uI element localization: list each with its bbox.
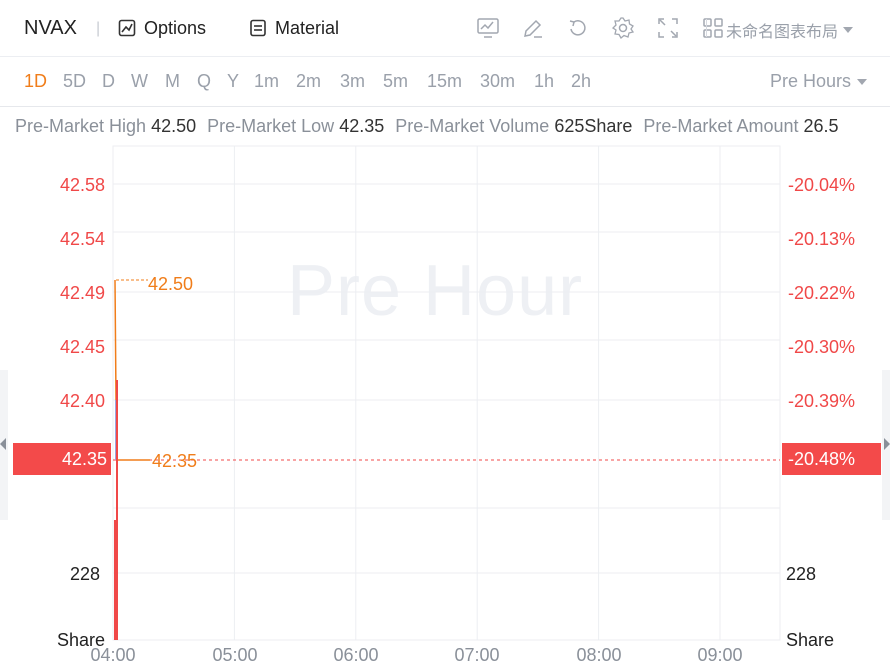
period-tabs: 1D 5D D W M Q Y 1m 2m 3m 5m 15m 30m 1h 2…: [0, 56, 890, 107]
period-tab-y[interactable]: Y: [227, 71, 240, 91]
y-tick-right: -20.13%: [788, 229, 856, 249]
y-tick-right: -20.04%: [788, 175, 856, 195]
scroll-left-icon[interactable]: [0, 438, 6, 450]
material-button[interactable]: Material: [249, 14, 339, 42]
high-value: 42.50: [151, 116, 197, 136]
pre-market-info: Pre-Market High 42.50 Pre-Market Low 42.…: [15, 116, 845, 137]
volume-tick-right: 228: [786, 564, 817, 584]
volume-label: Pre-Market Volume: [395, 116, 550, 136]
scroll-right-icon[interactable]: [884, 438, 890, 450]
amount-value: 26.5: [803, 116, 839, 136]
current-price-tag: 42.35: [13, 443, 111, 475]
divider: [706, 19, 707, 37]
x-tick: 04:00: [90, 645, 136, 665]
volume-unit-right: Share: [786, 630, 835, 650]
amount-label: Pre-Market Amount: [643, 116, 799, 136]
edit-icon[interactable]: [521, 16, 545, 40]
y-tick-left: 42.40: [59, 391, 105, 411]
y-tick-left: 42.49: [59, 283, 105, 303]
y-tick-left: 42.45: [59, 337, 105, 357]
low-annotation: 42.35: [152, 451, 198, 471]
volume-bar: [114, 520, 116, 640]
price-chart[interactable]: [0, 140, 890, 650]
settings-icon[interactable]: [611, 16, 635, 40]
y-tick-left: 42.58: [59, 175, 105, 195]
period-tab-5m[interactable]: 5m: [383, 71, 409, 91]
y-tick-right: -20.39%: [788, 391, 856, 411]
period-tab-30m[interactable]: 30m: [480, 71, 516, 91]
y-tick-left: 42.54: [59, 229, 105, 249]
chevron-down-icon: [843, 27, 854, 33]
session-selector[interactable]: Pre Hours: [770, 71, 868, 92]
x-tick: 06:00: [333, 645, 379, 665]
divider: |: [96, 20, 101, 37]
volume-tick-left: 228: [70, 564, 101, 584]
layout-selector[interactable]: 未命名图表布局: [726, 18, 854, 42]
current-change-tag: -20.48%: [782, 443, 881, 475]
period-tab-1d[interactable]: 1D: [24, 71, 48, 91]
x-tick: 08:00: [576, 645, 622, 665]
high-label: Pre-Market High: [15, 116, 147, 136]
options-button[interactable]: Options: [118, 14, 206, 42]
material-label: Material: [275, 17, 340, 38]
plot-frame: [112, 145, 781, 641]
y-tick-right: -20.30%: [788, 337, 856, 357]
period-tab-q[interactable]: Q: [197, 71, 212, 91]
x-tick: 09:00: [697, 645, 743, 665]
period-tab-w[interactable]: W: [131, 71, 148, 91]
low-label: Pre-Market Low: [207, 116, 335, 136]
period-tab-5d[interactable]: 5D: [63, 71, 87, 91]
options-label: Options: [144, 17, 207, 38]
undo-icon[interactable]: [566, 16, 590, 40]
low-value: 42.35: [339, 116, 385, 136]
volume-value: 625Share: [554, 116, 633, 136]
layout-label: 未命名图表布局: [726, 24, 839, 41]
document-icon: [250, 19, 266, 37]
x-tick: 07:00: [454, 645, 500, 665]
toolbar: NVAX | Options Material 未命名图表布局: [0, 0, 890, 57]
options-chart-icon: [118, 19, 136, 37]
session-label: Pre Hours: [769, 71, 851, 91]
period-tab-1h[interactable]: 1h: [534, 71, 555, 91]
period-tab-m[interactable]: M: [165, 71, 180, 91]
grid-layout-icon[interactable]: [701, 16, 725, 40]
period-tab-2m[interactable]: 2m: [296, 71, 322, 91]
chevron-down-icon: [857, 78, 867, 85]
volume-bar: [116, 380, 118, 640]
period-tab-15m[interactable]: 15m: [427, 71, 463, 91]
period-tab-3m[interactable]: 3m: [340, 71, 366, 91]
volume-unit-left: Share: [57, 630, 106, 650]
period-tab-d[interactable]: D: [102, 71, 115, 91]
high-annotation: 42.50: [148, 274, 194, 294]
period-tab-2h[interactable]: 2h: [571, 71, 592, 91]
chart-icon[interactable]: [476, 16, 500, 40]
fullscreen-icon[interactable]: [656, 16, 680, 40]
stock-symbol[interactable]: NVAX: [24, 17, 77, 39]
toolbar-icons: [476, 16, 725, 40]
x-tick: 05:00: [212, 645, 258, 665]
watermark: Pre Hour: [287, 251, 584, 331]
period-tab-1m[interactable]: 1m: [254, 71, 280, 91]
y-tick-right: -20.22%: [788, 283, 856, 303]
